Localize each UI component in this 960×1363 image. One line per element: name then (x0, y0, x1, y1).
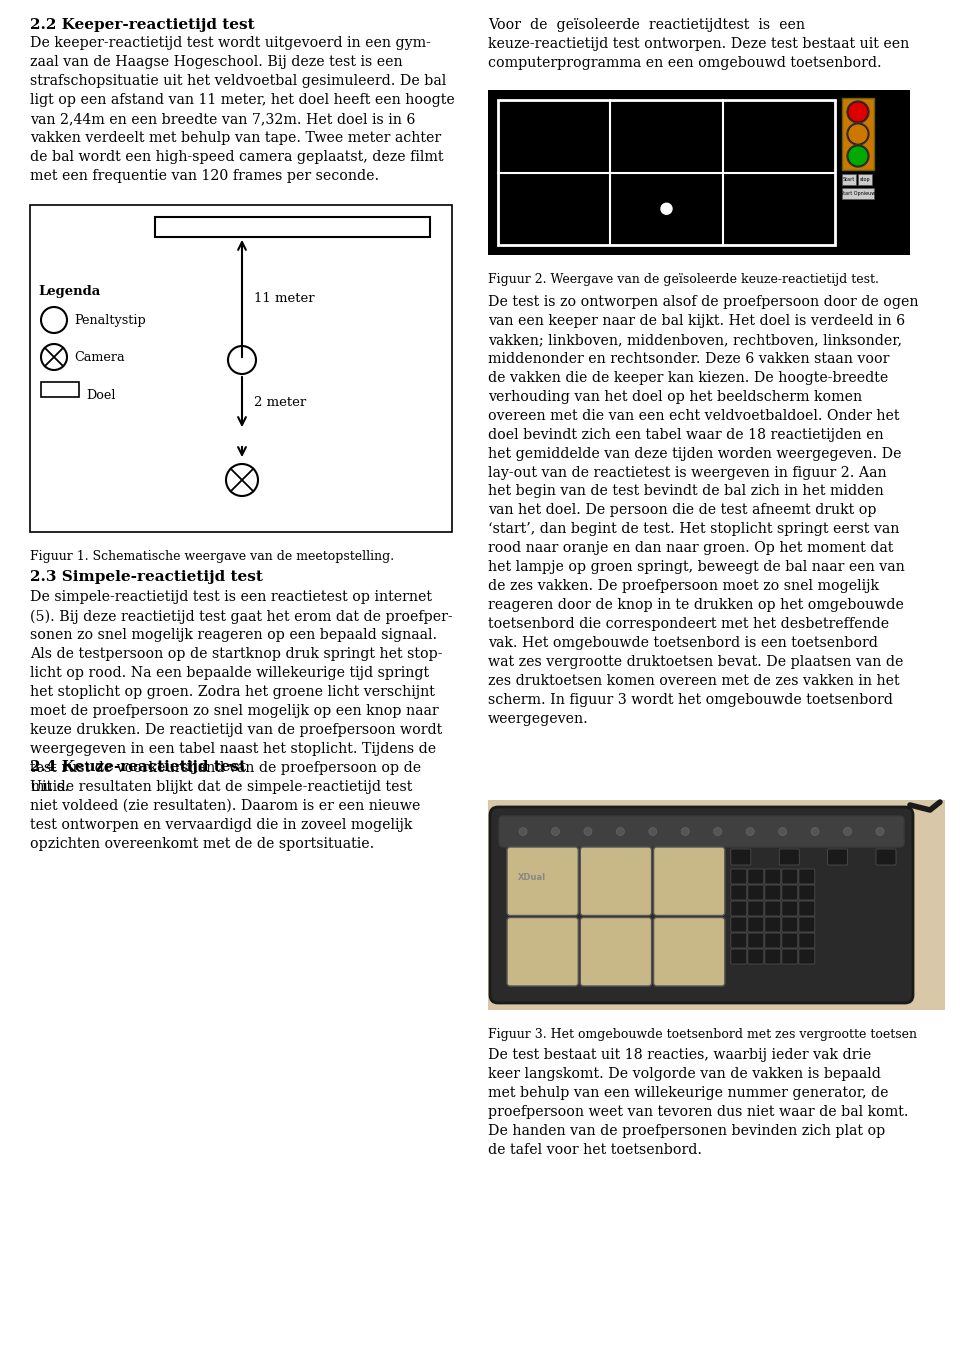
Bar (498, 99, 835, 245)
FancyBboxPatch shape (731, 934, 747, 949)
Circle shape (847, 144, 869, 168)
Circle shape (849, 147, 867, 165)
FancyBboxPatch shape (765, 949, 780, 964)
Text: Doel: Doel (86, 388, 115, 402)
FancyBboxPatch shape (781, 901, 798, 916)
FancyBboxPatch shape (499, 816, 904, 846)
FancyBboxPatch shape (781, 885, 798, 900)
Circle shape (584, 827, 592, 836)
FancyBboxPatch shape (799, 901, 815, 916)
Circle shape (616, 827, 624, 836)
Bar (41, 382, 79, 397)
Text: De test bestaat uit 18 reacties, waarbij ieder vak drie
keer langskomt. De volgo: De test bestaat uit 18 reacties, waarbij… (488, 1048, 908, 1157)
Text: 2.3 Simpele-reactietijd test: 2.3 Simpele-reactietijd test (30, 570, 263, 583)
Text: 2.4 Keuze-reactietijd test: 2.4 Keuze-reactietijd test (30, 761, 246, 774)
FancyBboxPatch shape (731, 849, 751, 866)
Bar (858, 174, 872, 185)
FancyBboxPatch shape (799, 870, 815, 885)
Text: Penaltystip: Penaltystip (74, 313, 146, 327)
FancyBboxPatch shape (731, 901, 747, 916)
FancyBboxPatch shape (748, 934, 764, 949)
Circle shape (811, 827, 819, 836)
FancyBboxPatch shape (765, 917, 780, 932)
FancyBboxPatch shape (731, 870, 747, 885)
Circle shape (849, 104, 867, 121)
FancyBboxPatch shape (799, 934, 815, 949)
FancyBboxPatch shape (765, 901, 780, 916)
Circle shape (849, 125, 867, 143)
FancyBboxPatch shape (580, 917, 652, 985)
FancyBboxPatch shape (748, 917, 764, 932)
FancyBboxPatch shape (765, 870, 780, 885)
FancyBboxPatch shape (654, 846, 725, 916)
FancyBboxPatch shape (765, 885, 780, 900)
Text: Camera: Camera (74, 352, 125, 364)
FancyBboxPatch shape (490, 807, 913, 1003)
Text: 2 meter: 2 meter (254, 395, 306, 409)
Circle shape (519, 827, 527, 836)
Text: De test is zo ontworpen alsof de proefpersoon door de ogen
van een keeper naar d: De test is zo ontworpen alsof de proefpe… (488, 294, 919, 726)
Text: Uit de resultaten blijkt dat de simpele-reactietijd test
niet voldeed (zie resul: Uit de resultaten blijkt dat de simpele-… (30, 780, 420, 851)
Circle shape (746, 827, 755, 836)
FancyBboxPatch shape (876, 849, 896, 866)
FancyBboxPatch shape (799, 917, 815, 932)
FancyBboxPatch shape (731, 885, 747, 900)
FancyBboxPatch shape (580, 846, 652, 916)
FancyBboxPatch shape (507, 917, 578, 985)
Text: Figuur 1. Schematische weergave van de meetopstelling.: Figuur 1. Schematische weergave van de m… (30, 551, 395, 563)
FancyBboxPatch shape (828, 849, 848, 866)
FancyBboxPatch shape (781, 949, 798, 964)
Bar (488, 90, 910, 255)
Text: stop: stop (860, 177, 871, 183)
Circle shape (847, 123, 869, 144)
FancyBboxPatch shape (765, 934, 780, 949)
FancyBboxPatch shape (748, 885, 764, 900)
Circle shape (226, 463, 258, 496)
Circle shape (844, 827, 852, 836)
Bar (842, 188, 874, 199)
Circle shape (41, 343, 67, 369)
Circle shape (661, 203, 672, 214)
Text: XDual: XDual (518, 872, 546, 882)
Text: 2.2 Keeper-reactietijd test: 2.2 Keeper-reactietijd test (30, 18, 254, 31)
Circle shape (847, 101, 869, 123)
FancyBboxPatch shape (799, 949, 815, 964)
FancyBboxPatch shape (748, 949, 764, 964)
FancyBboxPatch shape (748, 901, 764, 916)
Text: Start Opnieuw: Start Opnieuw (840, 191, 876, 196)
Circle shape (551, 827, 560, 836)
Text: Start: Start (843, 177, 855, 183)
Bar (842, 98, 874, 170)
Circle shape (713, 827, 722, 836)
FancyBboxPatch shape (507, 846, 578, 916)
FancyBboxPatch shape (781, 934, 798, 949)
Text: De simpele-reactietijd test is een reactietest op internet
(5). Bij deze reactie: De simpele-reactietijd test is een react… (30, 590, 452, 795)
Circle shape (779, 827, 786, 836)
Text: Figuur 3. Het omgebouwde toetsenbord met zes vergrootte toetsen: Figuur 3. Het omgebouwde toetsenbord met… (488, 1028, 917, 1041)
Bar (30, 204, 452, 532)
FancyBboxPatch shape (731, 917, 747, 932)
FancyBboxPatch shape (780, 849, 800, 866)
Bar (155, 217, 430, 237)
Text: De keeper-reactietijd test wordt uitgevoerd in een gym-
zaal van de Haagse Hoges: De keeper-reactietijd test wordt uitgevo… (30, 35, 455, 183)
FancyBboxPatch shape (654, 917, 725, 985)
Circle shape (876, 827, 884, 836)
FancyBboxPatch shape (748, 870, 764, 885)
FancyBboxPatch shape (731, 949, 747, 964)
FancyBboxPatch shape (781, 917, 798, 932)
Circle shape (41, 307, 67, 333)
FancyBboxPatch shape (781, 870, 798, 885)
Circle shape (228, 346, 256, 373)
Circle shape (649, 827, 657, 836)
Text: Voor  de  geïsoleerde  reactietijdtest  is  een
keuze-reactietijd test ontworpen: Voor de geïsoleerde reactietijdtest is e… (488, 18, 909, 70)
Text: 11 meter: 11 meter (254, 292, 315, 304)
Bar (488, 800, 945, 1010)
Circle shape (682, 827, 689, 836)
Text: Legenda: Legenda (38, 285, 100, 298)
Bar (842, 174, 856, 185)
Text: Figuur 2. Weergave van de geïsoleerde keuze-reactietijd test.: Figuur 2. Weergave van de geïsoleerde ke… (488, 273, 878, 286)
FancyBboxPatch shape (799, 885, 815, 900)
